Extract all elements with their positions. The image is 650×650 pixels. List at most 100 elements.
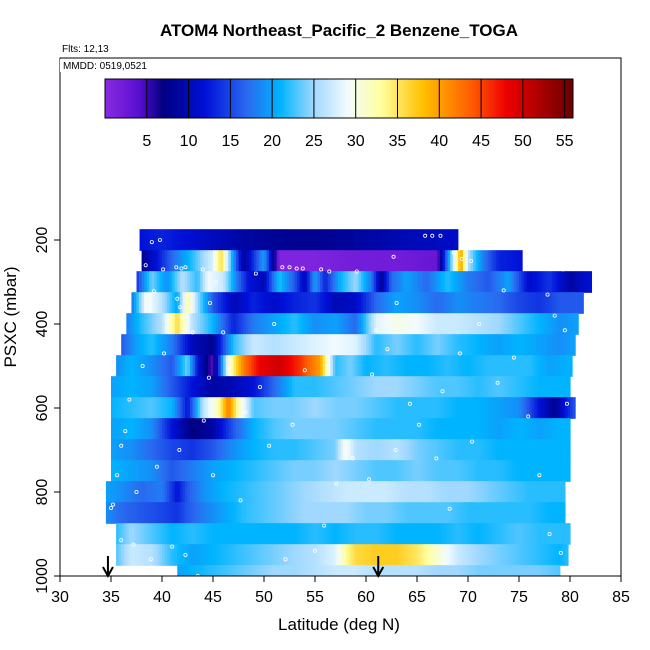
- heatmap-cell: [470, 544, 474, 566]
- heatmap-cell: [123, 334, 127, 356]
- measurement-point: [562, 328, 567, 333]
- heatmap-cell: [411, 481, 416, 503]
- heatmap-cell: [304, 565, 308, 576]
- heatmap-cell: [493, 523, 497, 545]
- heatmap-cell: [503, 502, 507, 524]
- heatmap-cell: [284, 439, 288, 461]
- heatmap-cell: [281, 271, 285, 293]
- heatmap-cell: [309, 460, 314, 482]
- heatmap-cell: [243, 460, 247, 482]
- heatmap-cell: [164, 523, 168, 545]
- heatmap-cell: [511, 292, 515, 314]
- heatmap-cell: [432, 460, 436, 482]
- heatmap-cell: [391, 502, 395, 524]
- heatmap-cell: [414, 523, 418, 545]
- heatmap-cell: [488, 355, 492, 377]
- heatmap-cell: [151, 544, 155, 566]
- heatmap-cell: [146, 397, 150, 419]
- heatmap-cell: [434, 250, 438, 272]
- heatmap-cell: [554, 292, 558, 314]
- measurement-point: [214, 279, 219, 284]
- heatmap-cell: [434, 376, 438, 398]
- heatmap-cell: [470, 334, 474, 356]
- heatmap-cell: [424, 481, 428, 503]
- heatmap-cell: [539, 418, 543, 440]
- heatmap-cell: [243, 439, 247, 461]
- heatmap-cell: [299, 460, 303, 482]
- heatmap-cell: [483, 502, 487, 524]
- heatmap-cell: [269, 502, 273, 524]
- heatmap-cell: [330, 334, 334, 356]
- heatmap-cell: [116, 544, 120, 566]
- heatmap-cell: [213, 523, 217, 545]
- heatmap-cell: [241, 292, 245, 314]
- heatmap-cell: [261, 229, 266, 251]
- heatmap-cell: [177, 292, 181, 314]
- heatmap-cell: [437, 481, 441, 503]
- heatmap-cell: [388, 313, 393, 335]
- heatmap-cell: [335, 460, 339, 482]
- heatmap-cell: [409, 418, 413, 440]
- heatmap-cell: [470, 460, 474, 482]
- heatmap-cell: [243, 565, 247, 576]
- heatmap-cell: [368, 418, 372, 440]
- heatmap-cell: [253, 439, 257, 461]
- heatmap-cell: [457, 481, 461, 503]
- heatmap-cell: [159, 460, 163, 482]
- heatmap-cell: [422, 313, 426, 335]
- heatmap-cell: [429, 376, 433, 398]
- heatmap-cell: [524, 271, 528, 293]
- heatmap-cell: [218, 565, 222, 576]
- heatmap-cell: [488, 502, 492, 524]
- heatmap-cell: [192, 523, 196, 545]
- heatmap-cell: [184, 250, 189, 272]
- heatmap-cell: [414, 229, 419, 251]
- heatmap-cell: [529, 313, 533, 335]
- heatmap-cell: [498, 439, 502, 461]
- heatmap-cell: [490, 544, 495, 566]
- heatmap-cell: [139, 481, 143, 503]
- heatmap-cell: [562, 481, 566, 503]
- heatmap-cell: [552, 523, 556, 545]
- heatmap-cell: [335, 502, 339, 524]
- heatmap-cell: [414, 502, 418, 524]
- heatmap-cell: [562, 355, 566, 377]
- heatmap-cell: [258, 250, 263, 272]
- heatmap-cell: [139, 460, 143, 482]
- heatmap-cell: [294, 481, 298, 503]
- heatmap-cell: [447, 565, 451, 576]
- heatmap-cell: [233, 481, 237, 503]
- heatmap-cell: [350, 271, 354, 293]
- heatmap-cell: [366, 271, 370, 293]
- heatmap-cell: [381, 481, 385, 503]
- heatmap-cell: [320, 418, 324, 440]
- heatmap-cell: [271, 460, 275, 482]
- heatmap-cell: [475, 334, 479, 356]
- heatmap-cell: [149, 376, 153, 398]
- heatmap-cell: [281, 376, 285, 398]
- heatmap-cell: [269, 292, 273, 314]
- heatmap-cell: [184, 439, 189, 461]
- heatmap-cell: [266, 502, 270, 524]
- heatmap-cell: [220, 376, 224, 398]
- heatmap-cell: [503, 565, 507, 576]
- heatmap-cell: [498, 481, 502, 503]
- heatmap-cell: [113, 376, 117, 398]
- heatmap-cell: [488, 523, 492, 545]
- heatmap-cell: [473, 481, 477, 503]
- heatmap-cell: [151, 418, 155, 440]
- heatmap-cell: [156, 334, 161, 356]
- heatmap-cell: [411, 460, 416, 482]
- heatmap-cell: [422, 355, 426, 377]
- y-tick-label: 400: [34, 311, 51, 338]
- heatmap-cell: [292, 565, 296, 576]
- heatmap-cell: [513, 418, 518, 440]
- heatmap-cell: [235, 565, 240, 576]
- heatmap-cell: [131, 481, 135, 503]
- heatmap-cell: [511, 250, 515, 272]
- heatmap-cell: [243, 355, 247, 377]
- heatmap-cell: [547, 334, 551, 356]
- heatmap-cell: [289, 271, 293, 293]
- heatmap-cell: [128, 418, 132, 440]
- heatmap-cell: [207, 250, 212, 272]
